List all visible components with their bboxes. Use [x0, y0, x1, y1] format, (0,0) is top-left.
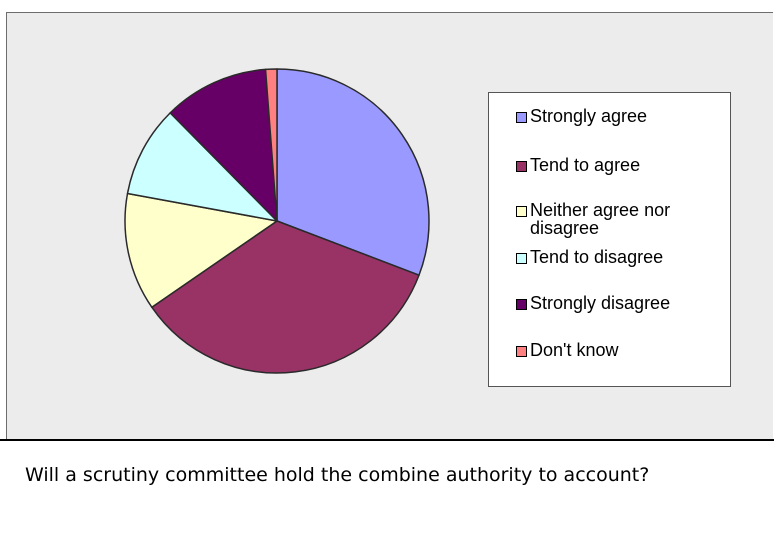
pie-slice-don-t-know — [264, 68, 278, 222]
pie-slice-strongly-agree — [276, 68, 430, 276]
legend-swatch — [516, 161, 527, 172]
legend-swatch — [516, 206, 527, 217]
legend-swatch — [516, 299, 527, 310]
legend-item-tend-to-disagree: Tend to disagree — [516, 248, 730, 266]
legend-label: Strongly disagree — [530, 293, 671, 313]
pie-slice-tend-to-disagree — [126, 112, 278, 222]
chart-legend: Strongly agree Tend to agree Neither agree… — [488, 92, 731, 387]
legend-swatch — [516, 346, 527, 357]
pie-slice-neither-agree-nor-disagree — [124, 192, 278, 308]
legend-item-strongly-disagree: Strongly disagree — [516, 294, 730, 312]
legend-item-neither-agree-nor-disagree: Neither agree nor disagree — [516, 201, 730, 237]
legend-item-don-t-know: Don't know — [516, 341, 730, 359]
pie-slice-tend-to-agree — [151, 220, 420, 374]
legend-item-strongly-agree: Strongly agree — [516, 107, 730, 125]
pie-slice-strongly-disagree — [169, 68, 278, 222]
legend-label: Neither agree nor disagree — [530, 200, 671, 238]
caption-divider — [0, 439, 774, 441]
pie-chart — [124, 68, 430, 374]
legend-swatch — [516, 253, 527, 264]
legend-swatch — [516, 112, 527, 123]
legend-label: Strongly agree — [530, 106, 648, 126]
chart-caption: Will a scrutiny committee hold the combi… — [25, 464, 650, 486]
legend-label: Don't know — [530, 340, 619, 360]
legend-item-tend-to-agree: Tend to agree — [516, 156, 730, 174]
legend-label: Tend to agree — [530, 155, 641, 175]
chart-area: Strongly agree Tend to agree Neither agree… — [6, 12, 773, 440]
legend-label: Tend to disagree — [530, 247, 664, 267]
